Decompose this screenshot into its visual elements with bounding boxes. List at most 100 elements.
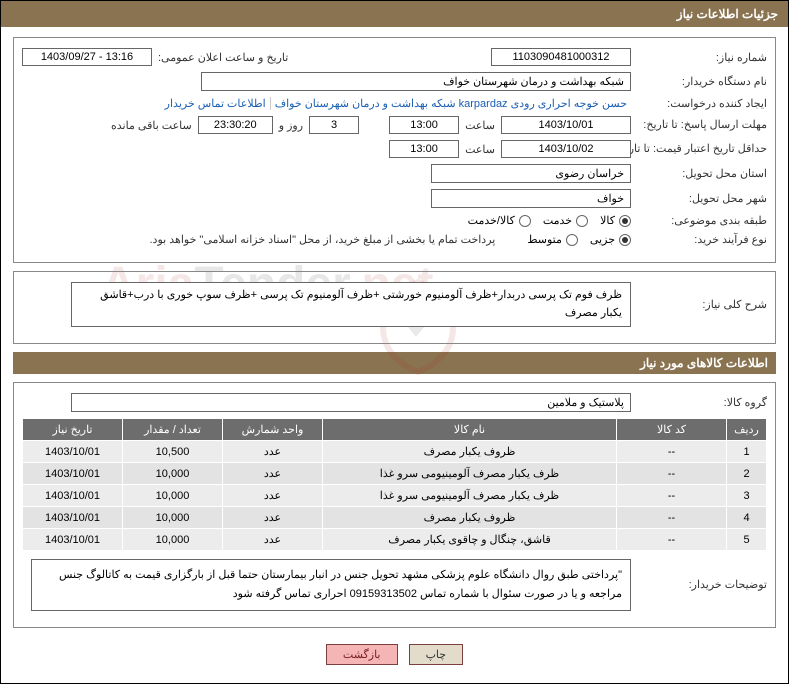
radio-icon — [519, 215, 531, 227]
table-cell: ظرف یکبار مصرف آلومینیومی سرو غذا — [323, 485, 617, 507]
table-cell: عدد — [223, 441, 323, 463]
category-label: طبقه بندی موضوعی: — [637, 214, 767, 227]
process-radio-partial[interactable]: جزیی — [578, 233, 631, 246]
table-cell: -- — [617, 441, 727, 463]
print-button[interactable]: چاپ — [409, 644, 464, 665]
remaining-suffix-label: ساعت باقی مانده — [111, 119, 192, 132]
payment-note-text: پرداخت تمام یا بخشی از مبلغ خرید، از محل… — [150, 233, 496, 246]
table-cell: عدد — [223, 529, 323, 551]
row-process: نوع فرآیند خرید: جزیی متوسط پرداخت تمام … — [22, 233, 767, 246]
buyer-org-value: شبکه بهداشت و درمان شهرستان خواف — [201, 72, 631, 91]
deadline-time-value: 13:00 — [389, 116, 459, 134]
table-cell: 10,000 — [123, 485, 223, 507]
category-radio-service[interactable]: خدمت — [531, 214, 588, 227]
description-fieldset: شرح کلی نیاز: ظرف فوم تک پرسی دربدار+ظرف… — [13, 271, 776, 344]
row-buyer-notes: توضیحات خریدار: "پرداختی طبق روال دانشگا… — [22, 559, 767, 610]
deadline-label: مهلت ارسال پاسخ: تا تاریخ: — [637, 118, 767, 132]
table-header-cell: نام کالا — [323, 419, 617, 441]
table-cell: 1403/10/01 — [23, 441, 123, 463]
row-requester: ایجاد کننده درخواست: حسن خوجه احراری رود… — [22, 97, 767, 110]
days-and-label: روز و — [279, 119, 303, 132]
table-cell: 10,000 — [123, 529, 223, 551]
row-province: استان محل تحویل: خراسان رضوی — [22, 164, 767, 183]
table-row: 4--ظروف یکبار مصرفعدد10,0001403/10/01 — [23, 507, 767, 529]
requester-label: ایجاد کننده درخواست: — [637, 97, 767, 110]
table-row: 5--قاشق، چنگال و چاقوی یکبار مصرفعدد10,0… — [23, 529, 767, 551]
table-cell: 3 — [727, 485, 767, 507]
requester-value: حسن خوجه احراری رودی karpardaz شبکه بهدا… — [275, 97, 627, 110]
validity-label: حداقل تاریخ اعتبار قیمت: تا تاریخ: — [637, 142, 767, 156]
time-label-2: ساعت — [465, 143, 495, 156]
table-cell: -- — [617, 507, 727, 529]
items-section-title: اطلاعات کالاهای مورد نیاز — [13, 352, 776, 374]
row-city: شهر محل تحویل: خواف — [22, 189, 767, 208]
province-value: خراسان رضوی — [431, 164, 631, 183]
table-row: 2--ظرف یکبار مصرف آلومینیومی سرو غذاعدد1… — [23, 463, 767, 485]
table-header-cell: واحد شمارش — [223, 419, 323, 441]
validity-date-value: 1403/10/02 — [501, 140, 631, 158]
table-cell: -- — [617, 485, 727, 507]
deadline-date-value: 1403/10/01 — [501, 116, 631, 134]
table-body: 1--ظروف یکبار مصرفعدد10,5001403/10/012--… — [23, 441, 767, 551]
table-cell: ظروف یکبار مصرف — [323, 507, 617, 529]
table-header-row: ردیفکد کالانام کالاواحد شمارشتعداد / مقد… — [23, 419, 767, 441]
table-cell: 1403/10/01 — [23, 463, 123, 485]
page-title-bar: جزئیات اطلاعات نیاز — [1, 1, 788, 27]
radio-icon — [576, 215, 588, 227]
need-number-label: شماره نیاز: — [637, 51, 767, 64]
items-table: ردیفکد کالانام کالاواحد شمارشتعداد / مقد… — [22, 418, 767, 551]
table-header-cell: ردیف — [727, 419, 767, 441]
row-category: طبقه بندی موضوعی: کالا خدمت کالا/خدمت — [22, 214, 767, 227]
group-label: گروه کالا: — [637, 396, 767, 409]
table-cell: -- — [617, 529, 727, 551]
radio-icon — [619, 215, 631, 227]
buyer-notes-label: توضیحات خریدار: — [637, 578, 767, 591]
table-cell: 4 — [727, 507, 767, 529]
table-cell: 1403/10/01 — [23, 529, 123, 551]
table-cell: 10,000 — [123, 463, 223, 485]
table-cell: 1 — [727, 441, 767, 463]
radio-icon — [619, 234, 631, 246]
need-desc-value: ظرف فوم تک پرسی دربدار+ظرف آلومنیوم خورش… — [71, 282, 631, 327]
row-need-number: شماره نیاز: 1103090481000312 تاریخ و ساع… — [22, 48, 767, 66]
row-validity: حداقل تاریخ اعتبار قیمت: تا تاریخ: 1403/… — [22, 140, 767, 158]
need-desc-label: شرح کلی نیاز: — [637, 298, 767, 311]
time-label-1: ساعت — [465, 119, 495, 132]
table-cell: 10,000 — [123, 507, 223, 529]
table-cell: عدد — [223, 485, 323, 507]
process-radio-medium[interactable]: متوسط — [515, 233, 578, 246]
table-header-cell: تاریخ نیاز — [23, 419, 123, 441]
table-cell: 10,500 — [123, 441, 223, 463]
table-row: 3--ظرف یکبار مصرف آلومینیومی سرو غذاعدد1… — [23, 485, 767, 507]
back-button[interactable]: بازگشت — [326, 644, 398, 665]
row-deadline: مهلت ارسال پاسخ: تا تاریخ: 1403/10/01 سا… — [22, 116, 767, 134]
category-radio-both[interactable]: کالا/خدمت — [456, 214, 531, 227]
table-cell: 2 — [727, 463, 767, 485]
buyer-notes-value: "پرداختی طبق روال دانشگاه علوم پزشکی مشه… — [31, 559, 631, 610]
province-label: استان محل تحویل: — [637, 167, 767, 180]
content-area: AriaTender.net شماره نیاز: 1103090481000… — [1, 27, 788, 683]
action-buttons-row: چاپ بازگشت — [13, 636, 776, 673]
table-cell: 5 — [727, 529, 767, 551]
buyer-org-label: نام دستگاه خریدار: — [637, 75, 767, 88]
medium-option-label: متوسط — [527, 233, 562, 246]
category-radio-goods[interactable]: کالا — [588, 214, 631, 227]
table-cell: ظروف یکبار مصرف — [323, 441, 617, 463]
both-option-label: کالا/خدمت — [468, 214, 515, 227]
row-need-desc: شرح کلی نیاز: ظرف فوم تک پرسی دربدار+ظرف… — [22, 282, 767, 327]
table-header-cell: کد کالا — [617, 419, 727, 441]
remaining-days-value: 3 — [309, 116, 359, 134]
items-fieldset: گروه کالا: پلاستیک و ملامین ردیفکد کالان… — [13, 382, 776, 627]
remaining-time-value: 23:30:20 — [198, 116, 273, 134]
table-cell: ظرف یکبار مصرف آلومینیومی سرو غذا — [323, 463, 617, 485]
row-buyer-org: نام دستگاه خریدار: شبکه بهداشت و درمان ش… — [22, 72, 767, 91]
table-cell: عدد — [223, 507, 323, 529]
service-option-label: خدمت — [543, 214, 572, 227]
partial-option-label: جزیی — [590, 233, 615, 246]
contact-info-link[interactable]: اطلاعات تماس خریدار — [165, 97, 271, 110]
validity-time-value: 13:00 — [389, 140, 459, 158]
city-label: شهر محل تحویل: — [637, 192, 767, 205]
row-group: گروه کالا: پلاستیک و ملامین — [22, 393, 767, 412]
table-cell: قاشق، چنگال و چاقوی یکبار مصرف — [323, 529, 617, 551]
table-header-cell: تعداد / مقدار — [123, 419, 223, 441]
